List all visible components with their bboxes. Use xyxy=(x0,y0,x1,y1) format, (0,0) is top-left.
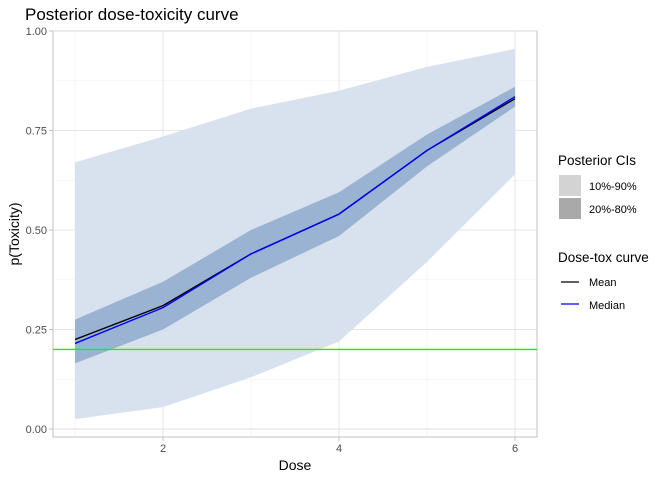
legend-line-label-median: Median xyxy=(589,300,625,312)
x-axis-title: Dose xyxy=(279,457,312,473)
legend-ci-title: Posterior CIs xyxy=(558,153,636,168)
x-axis-ticks: 2 4 6 xyxy=(160,437,518,455)
x-tick-label: 4 xyxy=(336,443,342,455)
legend-line-label-mean: Mean xyxy=(589,277,617,289)
chart-title: Posterior dose-toxicity curve xyxy=(25,5,239,24)
x-tick-label: 6 xyxy=(512,443,518,455)
legend-ci-label-20-80: 20%-80% xyxy=(589,204,637,216)
series-line-median xyxy=(74,96,516,345)
y-tick-label: 1.00 xyxy=(26,26,47,38)
y-tick-label: 0.50 xyxy=(26,225,47,237)
y-tick-label: 0.00 xyxy=(26,424,47,436)
y-axis-ticks: 0.00 0.25 0.50 0.75 1.00 xyxy=(26,26,53,436)
y-tick-label: 0.75 xyxy=(26,126,47,138)
legend-ci-swatch-10-90 xyxy=(559,175,581,196)
y-tick-label: 0.25 xyxy=(26,325,47,337)
legend-ci-swatch-20-80 xyxy=(559,198,581,219)
legend: Posterior CIs 10%-90% 20%-80% Dose-tox c… xyxy=(558,153,649,312)
legend-line-title: Dose-tox curve xyxy=(558,250,649,265)
x-tick-label: 2 xyxy=(160,443,166,455)
y-axis-title: p(Toxicity) xyxy=(6,202,22,265)
series-lines xyxy=(74,96,516,345)
legend-ci-label-10-90: 10%-90% xyxy=(589,181,637,193)
